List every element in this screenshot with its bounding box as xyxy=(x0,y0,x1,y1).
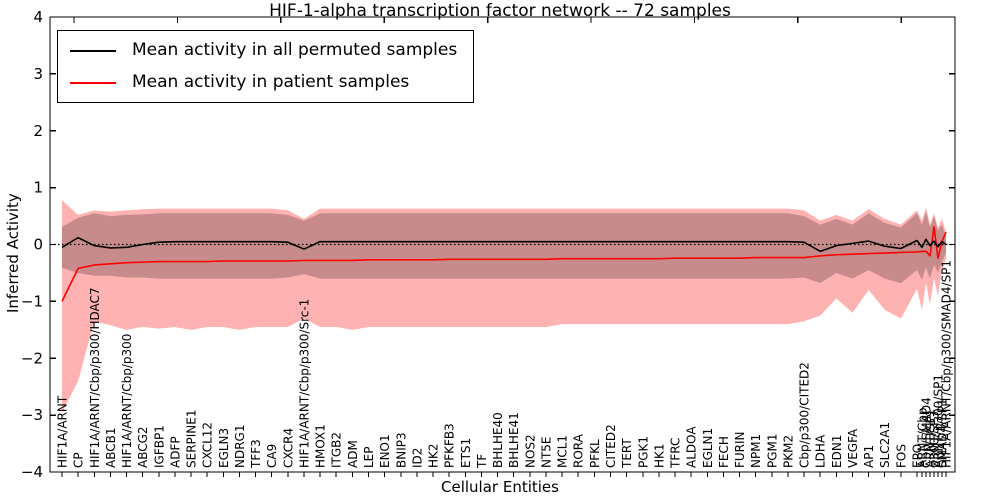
x-tick-label: ARNT/Cbp xyxy=(916,407,930,468)
patient-band xyxy=(62,200,946,413)
x-tick-label: VEGFA xyxy=(846,428,860,468)
y-tick-label: −2 xyxy=(21,349,43,367)
y-tick-label: −4 xyxy=(21,463,43,481)
x-axis-title: Cellular Entities xyxy=(441,478,559,496)
x-tick-label: RORA xyxy=(572,433,586,468)
y-axis-title: Inferred Activity xyxy=(4,193,22,313)
x-tick-label: ITGB2 xyxy=(330,432,344,468)
x-tick-label: FURIN xyxy=(733,431,747,468)
x-tick-label: HIF1A/ARNT/Cbp/p300/Src-1 xyxy=(297,299,311,468)
x-tick-label: EGLN3 xyxy=(217,428,231,468)
x-tick-label: BNIP3 xyxy=(394,432,408,468)
x-tick-label: HIF1A/ARNT/Cbp/p300/HDAC7 xyxy=(88,287,102,468)
x-tick-label: FOS xyxy=(894,444,908,468)
x-tick-label: ALDOA xyxy=(685,426,699,468)
permuted-band xyxy=(62,211,946,284)
x-tick-label: CITED2 xyxy=(604,424,618,468)
y-tick-label: 3 xyxy=(33,65,43,83)
x-tick-label: BHLHE40 xyxy=(491,412,505,468)
x-tick-label: ARNT/p300/SP1 xyxy=(932,374,946,468)
legend-label-permuted: Mean activity in all permuted samples xyxy=(132,40,458,60)
x-tick-label: IGFBP1 xyxy=(152,425,166,468)
x-tick-label: HIF1A/ARNT/Cbp/p300/SMAD4/SP1 xyxy=(940,260,954,468)
y-tick-label: 4 xyxy=(33,8,43,26)
x-tick-label: HIF1A/ARNT/Cbp/p300 xyxy=(120,334,134,468)
x-tick-label: LEP xyxy=(362,446,376,468)
x-tick-label: ARNT/SP1 xyxy=(924,409,938,468)
y-tick-label: 0 xyxy=(33,236,43,254)
x-tick-label: ABCG2 xyxy=(136,426,150,468)
x-tick-label: NT5E xyxy=(539,436,553,468)
x-tick-label: TFF3 xyxy=(249,439,263,469)
x-tick-label: LDHA xyxy=(814,434,828,468)
y-tick-label: −1 xyxy=(21,292,43,310)
x-tick-label: HK2 xyxy=(427,443,441,468)
legend-entry-patient: Mean activity in patient samples xyxy=(70,70,457,95)
x-tick-label: BHLHE41 xyxy=(507,412,521,468)
legend-label-patient: Mean activity in patient samples xyxy=(132,72,410,92)
x-tick-label: PKM2 xyxy=(781,435,795,468)
x-tick-label: SERPINE1 xyxy=(185,409,199,468)
x-tick-label: AP1 xyxy=(862,445,876,468)
x-tick-label: CA9 xyxy=(265,444,279,468)
x-tick-label: FECH xyxy=(717,436,731,468)
legend-line-permuted xyxy=(70,49,116,52)
y-tick-label: 1 xyxy=(33,179,43,197)
x-tick-label: HK1 xyxy=(652,443,666,468)
x-tick-label: PGK1 xyxy=(636,436,650,468)
legend: Mean activity in all permuted samples Me… xyxy=(57,30,475,103)
legend-entry-permuted: Mean activity in all permuted samples xyxy=(70,38,457,63)
x-tick-label: CP xyxy=(72,452,86,468)
x-tick-label: ID2 xyxy=(410,448,424,468)
x-tick-label: NDRG1 xyxy=(233,425,247,469)
x-tick-label: SMAD4/SP1 xyxy=(936,398,950,468)
x-tick-label: EDN1 xyxy=(830,435,844,468)
x-tick-label: ADFP xyxy=(168,436,182,468)
x-tick-label: MCL1 xyxy=(556,435,570,468)
x-tick-label: ADM xyxy=(346,440,360,468)
x-tick-label: ETS1 xyxy=(459,438,473,468)
x-tick-label: TERT xyxy=(620,438,634,469)
chart-title: HIF-1-alpha transcription factor network… xyxy=(269,1,731,21)
x-tick-label: NOS2 xyxy=(523,434,537,468)
x-tick-label: PFKFB3 xyxy=(443,423,457,468)
x-tick-label: CXCR4 xyxy=(281,428,295,468)
x-tick-label: PFKL xyxy=(588,439,602,468)
x-tick-label: TFRC xyxy=(669,438,683,469)
x-tick-label: EPO xyxy=(910,444,924,468)
x-tick-label: HMOX1 xyxy=(314,424,328,468)
y-tick-label: 2 xyxy=(33,122,43,140)
x-tick-label: SLC2A1 xyxy=(878,422,892,468)
x-tick-label: p300/SP3 xyxy=(928,411,942,468)
x-tick-label: CXCL12 xyxy=(201,422,215,468)
permuted-mean-line xyxy=(61,236,947,253)
x-tick-label: PGM1 xyxy=(765,433,779,468)
x-tick-label: NPM1 xyxy=(749,434,763,468)
x-tick-label: Cbp/SMAD4 xyxy=(920,397,934,468)
x-tick-label: HIF1A/ARNT xyxy=(56,395,70,468)
x-tick-label: TF xyxy=(475,454,489,469)
x-tick-label: ABCB1 xyxy=(104,428,118,468)
x-tick-label: Cbp/p300/CITED2 xyxy=(798,362,812,468)
legend-line-patient xyxy=(70,81,116,84)
x-tick-label: ENO1 xyxy=(378,434,392,468)
y-tick-label: −3 xyxy=(21,406,43,424)
patient-mean-line xyxy=(61,226,947,302)
x-tick-label: EGLN1 xyxy=(701,428,715,468)
